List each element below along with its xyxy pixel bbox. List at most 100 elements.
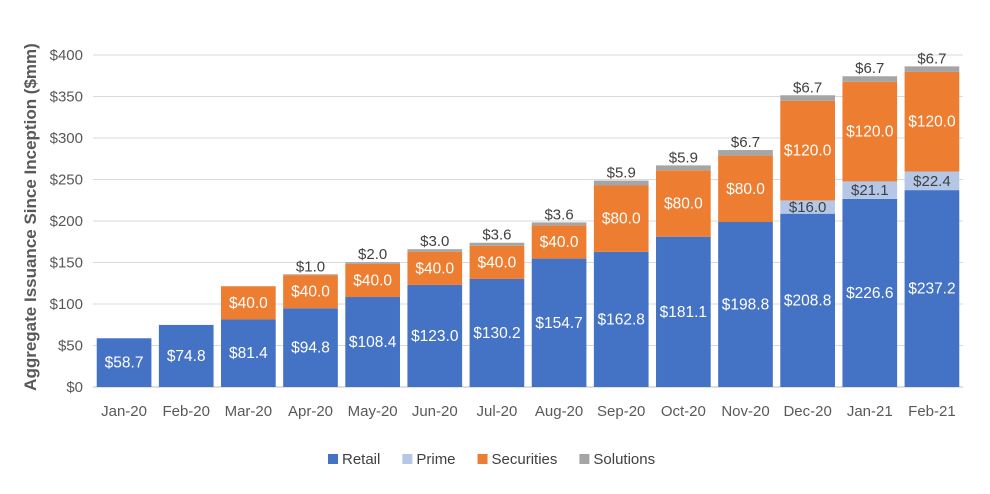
data-label-retail: $74.8 <box>167 348 206 365</box>
x-tick-label: Jan-20 <box>101 403 147 420</box>
x-tick-label: Sep-20 <box>597 403 645 420</box>
bars <box>96 66 960 387</box>
y-tick-label: $50 <box>58 338 83 355</box>
data-label-solutions: $3.6 <box>482 227 511 244</box>
bar-retail <box>221 319 276 387</box>
bar-retail <box>656 236 711 387</box>
bar-securities <box>345 263 400 298</box>
y-tick-label: $400 <box>50 47 83 64</box>
bar-prime <box>842 181 898 199</box>
bar-securities <box>407 251 463 285</box>
data-label-solutions: $3.6 <box>544 206 573 223</box>
bar-securities <box>221 286 276 320</box>
y-tick-label: $200 <box>50 213 83 230</box>
x-tick-label: May-20 <box>348 403 398 420</box>
bar-retail <box>780 213 835 387</box>
x-axis-ticks: Jan-20 Feb-20 Mar-20 Apr-20 May-20 Jun-20 Jul-… <box>101 403 956 420</box>
x-tick-label: Apr-20 <box>288 403 333 420</box>
data-label-securities: $40.0 <box>291 284 330 301</box>
legend-swatch-solutions <box>579 454 590 464</box>
bar-solutions <box>593 180 649 186</box>
bar-securities <box>531 225 587 259</box>
data-label-securities: $40.0 <box>229 295 268 312</box>
y-tick-label: $250 <box>50 172 83 189</box>
bar-securities <box>718 155 773 222</box>
legend-swatch-prime <box>402 454 413 464</box>
data-label-retail: $108.4 <box>349 334 397 351</box>
bar-retail <box>407 284 463 387</box>
bar-securities <box>283 275 338 309</box>
x-tick-label: Nov-20 <box>721 403 769 420</box>
data-label-securities: $80.0 <box>664 195 703 212</box>
y-axis-title: Aggregate Issuance Since Inception ($mm) <box>21 43 40 391</box>
data-label-securities: $120.0 <box>784 143 832 160</box>
y-tick-label: $0 <box>66 379 83 396</box>
bar-solutions <box>718 150 773 156</box>
x-tick-label: Jun-20 <box>412 403 458 420</box>
legend-label-solutions: Solutions <box>593 451 655 468</box>
bar-securities <box>593 185 649 252</box>
y-tick-label: $100 <box>50 296 83 313</box>
bar-retail <box>531 258 587 387</box>
data-label-retail: $237.2 <box>908 281 955 298</box>
bar-retail <box>345 297 400 387</box>
bar-retail <box>904 190 960 387</box>
data-label-securities: $80.0 <box>602 211 641 228</box>
bar-solutions <box>842 76 898 82</box>
data-label-retail: $94.8 <box>291 340 330 357</box>
y-tick-label: $150 <box>50 255 83 272</box>
bar-prime <box>904 171 960 191</box>
data-label-solutions: $6.7 <box>917 50 946 67</box>
bar-securities <box>842 81 898 182</box>
data-label-prime: $22.4 <box>913 173 951 190</box>
x-tick-label: Dec-20 <box>783 403 831 420</box>
data-label-solutions: $1.0 <box>296 258 325 275</box>
data-label-solutions: $5.9 <box>607 165 636 182</box>
x-tick-label: Feb-21 <box>908 403 956 420</box>
data-label-securities: $40.0 <box>415 260 454 277</box>
data-label-retail: $130.2 <box>473 325 520 342</box>
data-label-retail: $181.1 <box>660 304 707 321</box>
data-label-prime: $16.0 <box>789 199 827 216</box>
data-label-solutions: $6.7 <box>793 79 822 96</box>
bar-retail <box>593 251 649 387</box>
bar-retail <box>469 278 525 387</box>
bar-retail <box>842 198 898 387</box>
x-tick-label: Oct-20 <box>661 403 706 420</box>
data-label-retail: $208.8 <box>784 292 831 309</box>
data-label-retail: $58.7 <box>105 355 144 372</box>
bar-prime <box>780 200 835 214</box>
bar-securities <box>469 245 525 279</box>
bar-retail <box>718 221 773 387</box>
y-axis-ticks: $0 $50 $100 $150 $200 $250 $300 $350 $400 <box>50 47 83 396</box>
data-label-prime: $21.1 <box>851 182 889 199</box>
bar-solutions <box>469 242 525 246</box>
bar-solutions <box>283 274 338 276</box>
bar-securities <box>656 170 711 237</box>
bar-retail <box>283 308 338 387</box>
data-label-retail: $81.4 <box>229 345 268 362</box>
legend-label-prime: Prime <box>416 451 455 468</box>
bar-solutions <box>531 222 587 226</box>
x-tick-label: Jan-21 <box>847 403 893 420</box>
x-tick-label: Aug-20 <box>535 403 583 420</box>
bar-securities <box>904 71 960 172</box>
x-tick-label: Mar-20 <box>225 403 273 420</box>
data-label-solutions: $5.9 <box>669 149 698 166</box>
x-tick-label: Jul-20 <box>476 403 517 420</box>
data-label-solutions: $2.0 <box>358 246 387 263</box>
y-tick-label: $300 <box>50 130 83 147</box>
legend-swatch-securities <box>477 454 488 464</box>
bar-securities <box>780 100 835 201</box>
data-label-retail: $154.7 <box>535 315 582 332</box>
legend: Retail Prime Securities Solutions <box>328 451 655 468</box>
data-label-retail: $198.8 <box>722 296 769 313</box>
bar-retail <box>158 324 214 387</box>
data-label-securities: $120.0 <box>846 124 894 141</box>
data-label-securities: $40.0 <box>478 254 517 271</box>
legend-label-securities: Securities <box>492 451 558 468</box>
data-label-retail: $226.6 <box>846 285 893 302</box>
data-label-securities: $40.0 <box>353 272 392 289</box>
